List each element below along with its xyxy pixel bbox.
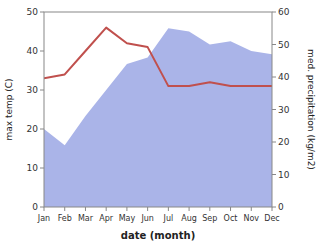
y-tick	[40, 168, 44, 169]
y-tick-label: 30	[27, 85, 39, 95]
y2-tick-label: 0	[278, 202, 284, 212]
x-tick	[106, 207, 107, 211]
x-tick-label: May	[119, 214, 136, 223]
x-tick	[64, 207, 65, 211]
x-tick-label: Jun	[140, 214, 154, 223]
x-tick-label: Dec	[264, 214, 279, 223]
y2-tick-label: 10	[278, 170, 290, 180]
x-tick	[168, 207, 169, 211]
y2-tick	[272, 174, 276, 175]
precip-area	[44, 28, 272, 207]
plot-area	[44, 28, 272, 207]
x-tick-label: Mar	[78, 214, 94, 223]
x-tick-label: Oct	[224, 214, 238, 223]
x-axis-label: date (month)	[121, 230, 195, 241]
y2-axis-label: med. precipitation (kg/m2)	[306, 49, 316, 170]
x-tick-label: Apr	[99, 214, 114, 223]
y-tick-label: 40	[27, 46, 39, 56]
x-tick	[189, 207, 190, 211]
y2-tick	[272, 44, 276, 45]
y-tick	[40, 129, 44, 130]
y2-tick	[272, 77, 276, 78]
plot-frame	[44, 12, 272, 207]
x-tick-label: Jul	[163, 214, 174, 223]
y-tick-label: 0	[32, 202, 38, 212]
y-tick-label: 20	[27, 124, 39, 134]
y2-tick-label: 20	[278, 137, 290, 147]
x-tick-label: Jan	[37, 214, 50, 223]
temp-line	[44, 28, 272, 87]
chart: 0 10 20 30 40 50 0 10 20 30 40 50 60 Jan Feb Mar Apr May J…	[0, 0, 318, 247]
x-tick	[230, 207, 231, 211]
x-tick	[251, 207, 252, 211]
y-tick	[40, 90, 44, 91]
x-tick-label: Sep	[202, 214, 217, 223]
y2-tick-label: 60	[278, 7, 290, 17]
y2-tick-label: 50	[278, 40, 290, 50]
x-tick	[85, 207, 86, 211]
y-tick	[40, 51, 44, 52]
y2-tick	[272, 109, 276, 110]
x-tick-label: Feb	[58, 214, 72, 223]
y2-tick	[272, 12, 276, 13]
x-tick-label: Aug	[181, 214, 197, 223]
y-tick-label: 50	[27, 7, 39, 17]
y-tick	[40, 12, 44, 13]
x-tick	[126, 207, 127, 211]
y2-tick-label: 40	[278, 72, 290, 82]
y2-tick	[272, 142, 276, 143]
x-tick-label: Nov	[243, 214, 259, 223]
x-tick	[44, 207, 45, 211]
y-tick-label: 10	[27, 163, 39, 173]
x-tick	[272, 207, 273, 211]
y2-tick	[272, 207, 276, 208]
x-tick	[147, 207, 148, 211]
x-tick	[209, 207, 210, 211]
y2-tick-label: 30	[278, 105, 290, 115]
y-axis-label: max temp (C)	[4, 78, 14, 140]
y-tick	[40, 207, 44, 208]
